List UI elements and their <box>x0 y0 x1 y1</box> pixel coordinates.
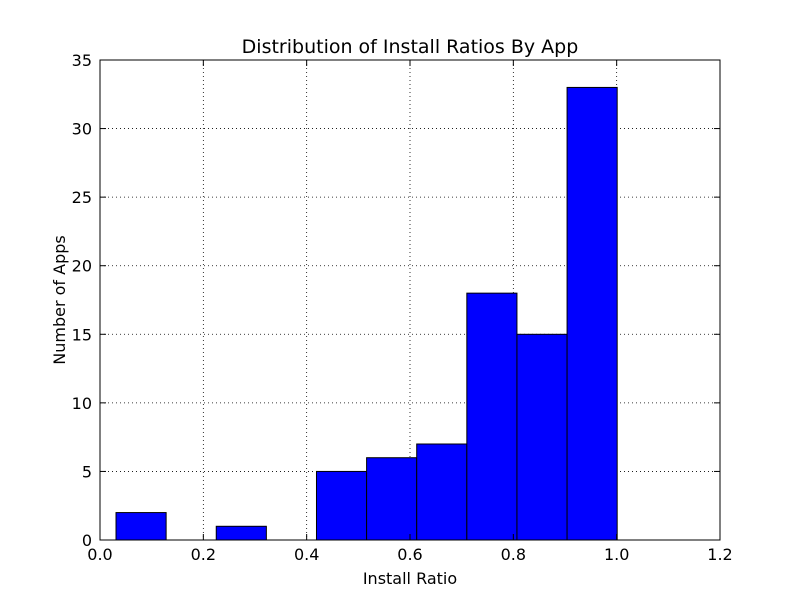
x-tick-label: 0.8 <box>501 545 526 564</box>
x-tick-labels: 0.0 0.2 0.4 0.6 0.8 1.0 1.2 <box>87 545 732 564</box>
x-tick-label: 0.6 <box>397 545 422 564</box>
y-tick-label: 20 <box>72 257 92 276</box>
axis-ticks <box>99 59 721 541</box>
histogram-bar <box>466 292 518 541</box>
x-tick-label: 0.0 <box>87 545 112 564</box>
histogram-bar <box>315 470 368 541</box>
bars <box>115 86 618 541</box>
x-tick-label: 0.2 <box>191 545 216 564</box>
y-tick-label: 25 <box>72 188 92 207</box>
y-tick-label: 5 <box>82 462 92 481</box>
x-tick-label: 0.4 <box>294 545 319 564</box>
x-axis-label: Install Ratio <box>363 569 457 588</box>
x-tick-label: 1.2 <box>707 545 732 564</box>
chart-title: Distribution of Install Ratios By App <box>242 36 579 58</box>
histogram-bar <box>566 86 618 541</box>
y-tick-label: 30 <box>72 120 92 139</box>
histogram-bar <box>416 443 468 541</box>
y-tick-label: 35 <box>72 51 92 70</box>
histogram-bar <box>115 512 167 541</box>
y-tick-labels: 0 5 10 15 20 25 30 35 <box>72 51 92 550</box>
y-tick-label: 0 <box>82 531 92 550</box>
histogram-bar <box>366 457 418 541</box>
y-tick-label: 10 <box>72 394 92 413</box>
x-tick-label: 1.0 <box>604 545 629 564</box>
y-tick-label: 15 <box>72 325 92 344</box>
histogram-bar <box>215 525 267 541</box>
histogram-bar <box>516 333 568 541</box>
y-axis-label: Number of Apps <box>50 235 69 364</box>
